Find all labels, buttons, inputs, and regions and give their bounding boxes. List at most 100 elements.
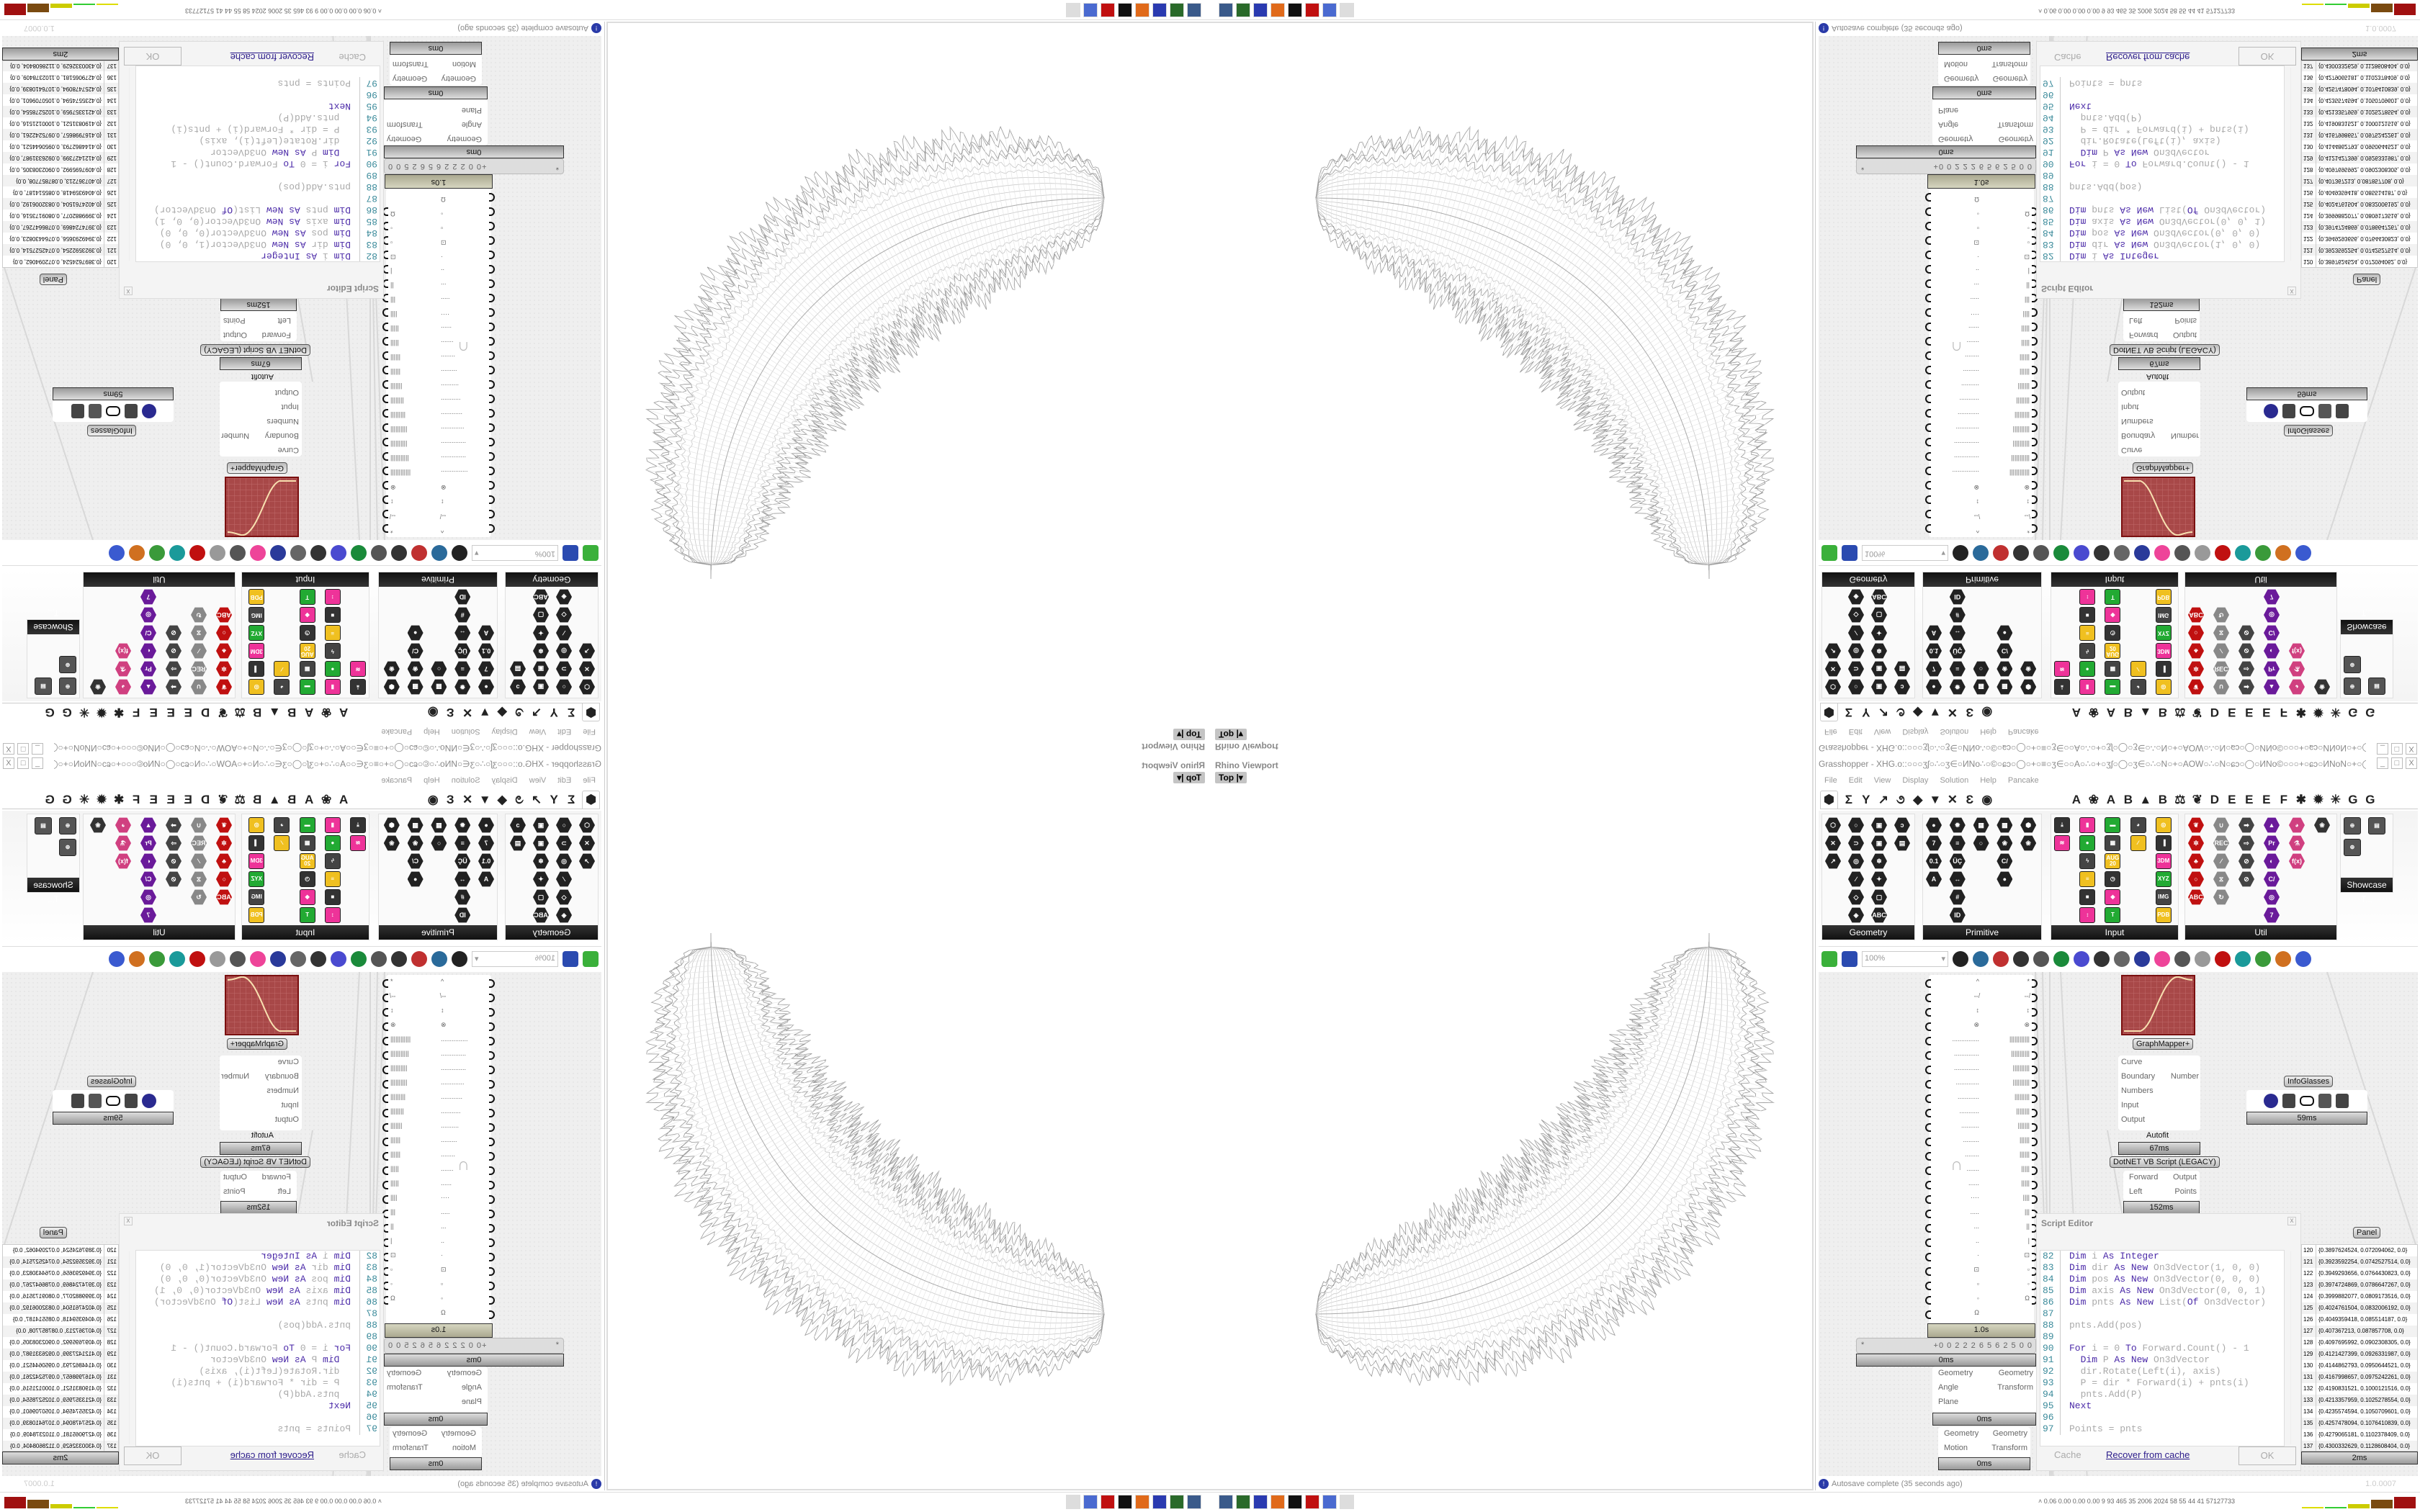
- component-icon[interactable]: ❦: [216, 817, 232, 833]
- component-icon[interactable]: ❦: [2188, 679, 2204, 695]
- ribbon-group-label[interactable]: Primitive: [1923, 925, 2041, 940]
- input-port[interactable]: [1925, 1296, 1931, 1305]
- code-area[interactable]: 82 Dim i As Integer 83 Dim dir As New On3dV…: [2040, 1250, 2285, 1446]
- component-icon[interactable]: C/: [2264, 625, 2280, 641]
- multi-component[interactable]: ^ ⇎ ↕ ⊗....................................…: [382, 975, 495, 1323]
- image-icon[interactable]: [2114, 950, 2130, 967]
- component-icon[interactable]: ≋: [2054, 661, 2070, 677]
- notepad-icon[interactable]: [1083, 1495, 1098, 1509]
- input-port[interactable]: [489, 1008, 495, 1017]
- ribbon-group-label[interactable]: Showcase T...: [2341, 608, 2393, 634]
- ribbon-tab[interactable]: Y: [1862, 792, 1870, 806]
- component-icon[interactable]: ●: [2079, 835, 2096, 851]
- ribbon-group-label[interactable]: Util: [2185, 925, 2336, 940]
- component-icon[interactable]: ❄: [1871, 643, 1887, 659]
- code-area[interactable]: 82 Dim i As Integer 83 Dim dir As New On3dV…: [135, 1250, 380, 1446]
- bake-icon[interactable]: [391, 545, 407, 562]
- component-icon[interactable]: ●: [1926, 679, 1942, 695]
- eye-preview-icon[interactable]: [1973, 950, 1989, 967]
- component-icon[interactable]: ⧖: [2213, 871, 2229, 887]
- component-icon[interactable]: ◇: [556, 889, 572, 905]
- component-icon[interactable]: Pr: [140, 835, 156, 851]
- ribbon-tab[interactable]: E: [2245, 706, 2254, 720]
- remote-desktop-icon[interactable]: [1219, 3, 1233, 17]
- gh-canvas[interactable]: ^ ⇎ ↕ ⊗....................................…: [1819, 972, 2418, 1476]
- number-slider[interactable]: * +0 0 2 2 2 6 5 6 2 5 0 0: [384, 1338, 564, 1354]
- component-icon[interactable]: PDB: [2155, 907, 2172, 923]
- component-icon[interactable]: ◎: [2155, 679, 2172, 695]
- floppy-64-icon[interactable]: [1253, 3, 1268, 17]
- menu-edit[interactable]: Edit: [1848, 727, 1863, 736]
- component-icon[interactable]: ❦: [216, 679, 232, 695]
- component-icon[interactable]: T: [2105, 589, 2121, 605]
- component-icon[interactable]: ➡: [2238, 679, 2254, 695]
- input-port[interactable]: [1925, 193, 1931, 202]
- component-icon[interactable]: ●: [408, 625, 424, 641]
- input-port[interactable]: [489, 524, 495, 533]
- component-icon[interactable]: ▦: [1973, 679, 1989, 695]
- component-icon[interactable]: ▩: [1996, 679, 2012, 695]
- minimize-button[interactable]: _: [2377, 743, 2388, 755]
- ribbon-tab[interactable]: B: [253, 706, 262, 720]
- component-icon[interactable]: ♣: [2188, 643, 2204, 659]
- component-icon[interactable]: ⬢: [384, 817, 400, 833]
- panel-list[interactable]: 120{0.3897624524, 0.072094062, 0.0}121{0…: [2301, 1244, 2418, 1452]
- component-icon[interactable]: ≡: [2079, 625, 2096, 641]
- menu-help[interactable]: Help: [1980, 776, 1996, 785]
- ribbon-tab[interactable]: Y: [1862, 706, 1870, 720]
- ribbon-tab[interactable]: Σ: [568, 792, 575, 806]
- component-icon[interactable]: ⇨: [2238, 661, 2254, 677]
- game-red-icon[interactable]: [1101, 1495, 1115, 1509]
- input-port[interactable]: [1925, 524, 1931, 533]
- component-icon[interactable]: 0.1: [1926, 853, 1942, 869]
- ribbon-group-label[interactable]: Input: [2051, 572, 2178, 587]
- ribbon-tab[interactable]: G: [2348, 706, 2358, 720]
- input-port[interactable]: [489, 1066, 495, 1074]
- showcase-icon[interactable]: ⊕: [59, 839, 76, 856]
- ribbon-tab[interactable]: Ɛ: [1966, 792, 1974, 806]
- component-icon[interactable]: ▣: [533, 817, 549, 833]
- ghost-app-icon[interactable]: [1340, 1495, 1354, 1509]
- component-icon[interactable]: ∪: [191, 679, 207, 695]
- output-port[interactable]: [2032, 1152, 2038, 1161]
- component-icon[interactable]: ●: [408, 871, 424, 887]
- component-icon[interactable]: ❀: [2314, 817, 2330, 833]
- menu-display[interactable]: Display: [491, 776, 518, 785]
- ribbon-tab[interactable]: ✹: [2313, 706, 2323, 720]
- menu-help[interactable]: Help: [424, 727, 440, 736]
- output-port[interactable]: [2032, 308, 2038, 317]
- component-icon[interactable]: 3DM: [2155, 853, 2172, 869]
- ribbon-tab[interactable]: D: [201, 792, 210, 806]
- input-port[interactable]: [489, 294, 495, 302]
- graph-mapper-display[interactable]: [2121, 477, 2195, 537]
- ribbon-tab[interactable]: ⚖: [2174, 792, 2186, 806]
- component-icon[interactable]: ∕: [1848, 625, 1864, 641]
- output-port[interactable]: [2032, 1181, 2038, 1189]
- output-port[interactable]: [382, 452, 388, 461]
- ribbon-tab[interactable]: E: [184, 706, 192, 720]
- inkscape-icon[interactable]: [1288, 3, 1302, 17]
- ribbon-tab[interactable]: E: [2228, 792, 2236, 806]
- ribbon-tab[interactable]: F: [2280, 706, 2288, 720]
- showcase-icon[interactable]: ⊕: [2344, 656, 2361, 673]
- component-icon[interactable]: ≡: [454, 835, 470, 851]
- input-port[interactable]: [1925, 1109, 1931, 1117]
- component-icon[interactable]: ◈: [1848, 907, 1864, 923]
- component-icon[interactable]: ✹: [1950, 679, 1966, 695]
- input-port[interactable]: [1925, 279, 1931, 288]
- component-icon[interactable]: ▐: [248, 661, 265, 677]
- remote-desktop-icon[interactable]: [1187, 1495, 1201, 1509]
- rotate-component[interactable]: Geometry Angle Plane Geometry Transform: [384, 99, 488, 145]
- ribbon-tab[interactable]: A: [2071, 706, 2081, 720]
- component-icon[interactable]: ✲: [2188, 661, 2204, 677]
- input-port[interactable]: [1925, 395, 1931, 403]
- input-port[interactable]: [1925, 994, 1931, 1002]
- ribbon-tab[interactable]: ❦: [218, 792, 228, 806]
- component-icon[interactable]: 7: [1926, 661, 1942, 677]
- output-port[interactable]: [382, 366, 388, 374]
- component-icon[interactable]: ⊘: [2238, 853, 2254, 869]
- dice-icon[interactable]: [210, 545, 225, 562]
- ribbon-tab[interactable]: ✳: [2330, 706, 2341, 720]
- ribbon-tab[interactable]: G: [45, 792, 55, 806]
- eye-preview-icon[interactable]: [431, 950, 447, 967]
